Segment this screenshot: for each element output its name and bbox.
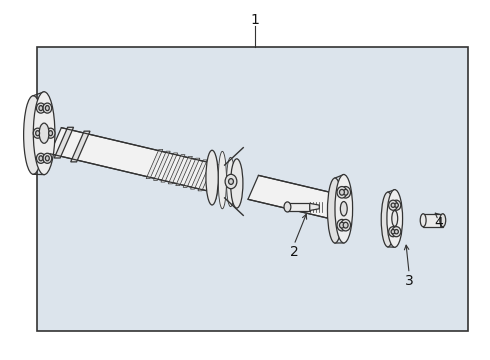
Ellipse shape	[340, 189, 344, 195]
Ellipse shape	[327, 178, 343, 243]
Ellipse shape	[440, 214, 446, 227]
Polygon shape	[310, 203, 319, 211]
Ellipse shape	[337, 186, 347, 198]
Polygon shape	[50, 128, 218, 191]
Ellipse shape	[389, 200, 397, 210]
Ellipse shape	[284, 202, 291, 212]
Ellipse shape	[225, 174, 237, 189]
Ellipse shape	[218, 151, 226, 209]
Polygon shape	[176, 157, 193, 186]
Polygon shape	[169, 155, 185, 184]
Ellipse shape	[210, 155, 218, 201]
Ellipse shape	[49, 131, 52, 136]
Polygon shape	[191, 160, 207, 189]
Ellipse shape	[43, 103, 52, 113]
Ellipse shape	[206, 150, 218, 205]
Polygon shape	[146, 149, 163, 179]
Ellipse shape	[36, 103, 45, 113]
Polygon shape	[71, 131, 90, 162]
Ellipse shape	[46, 128, 55, 138]
Bar	[37, 47, 468, 331]
Ellipse shape	[394, 230, 398, 234]
Text: 4: 4	[434, 216, 443, 230]
Ellipse shape	[381, 192, 394, 247]
Ellipse shape	[389, 227, 397, 237]
Text: 3: 3	[405, 274, 414, 288]
Ellipse shape	[39, 105, 43, 111]
Ellipse shape	[226, 157, 235, 207]
Ellipse shape	[43, 153, 52, 163]
Ellipse shape	[420, 214, 426, 227]
Ellipse shape	[392, 200, 401, 210]
Ellipse shape	[341, 202, 347, 216]
Ellipse shape	[391, 230, 395, 234]
Ellipse shape	[343, 222, 348, 228]
Text: 1: 1	[250, 13, 259, 27]
Ellipse shape	[387, 190, 403, 247]
Polygon shape	[423, 214, 443, 227]
Ellipse shape	[231, 159, 243, 208]
Ellipse shape	[394, 203, 398, 207]
Ellipse shape	[33, 128, 42, 138]
Ellipse shape	[36, 131, 40, 136]
Ellipse shape	[39, 156, 43, 161]
Polygon shape	[198, 162, 215, 191]
Ellipse shape	[24, 96, 43, 174]
Polygon shape	[183, 158, 200, 187]
Ellipse shape	[46, 156, 49, 161]
Ellipse shape	[335, 175, 353, 243]
Text: 2: 2	[290, 245, 298, 259]
Ellipse shape	[39, 123, 49, 143]
Polygon shape	[54, 127, 74, 158]
Polygon shape	[248, 175, 341, 219]
Ellipse shape	[36, 153, 45, 163]
Ellipse shape	[33, 92, 55, 175]
Ellipse shape	[46, 105, 49, 111]
Polygon shape	[153, 151, 170, 180]
Ellipse shape	[343, 189, 348, 195]
Ellipse shape	[392, 211, 398, 226]
Ellipse shape	[341, 186, 350, 198]
Polygon shape	[161, 153, 177, 182]
Ellipse shape	[340, 222, 344, 228]
Ellipse shape	[233, 163, 241, 204]
Ellipse shape	[392, 227, 401, 237]
Ellipse shape	[228, 179, 233, 184]
Ellipse shape	[337, 219, 347, 231]
Ellipse shape	[391, 203, 395, 207]
Ellipse shape	[341, 219, 350, 231]
Polygon shape	[288, 203, 310, 211]
